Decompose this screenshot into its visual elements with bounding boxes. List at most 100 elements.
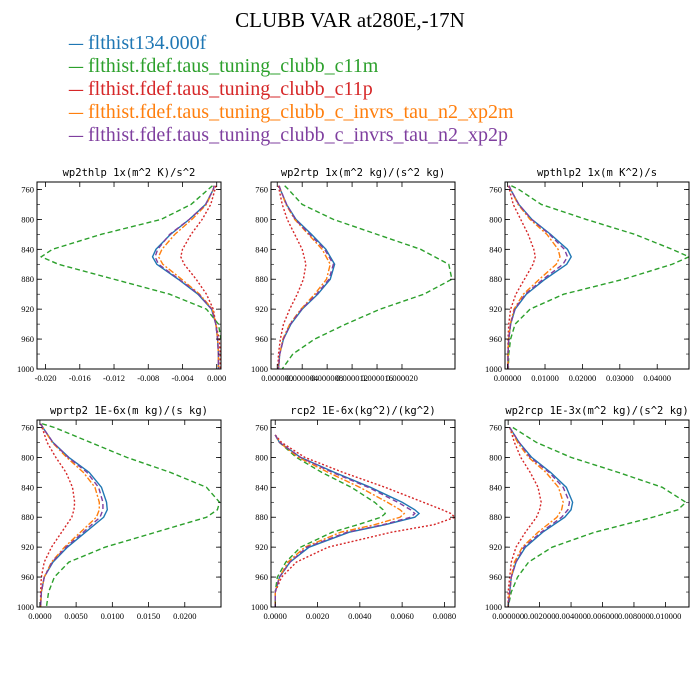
- y-tick-label: 800: [21, 452, 34, 462]
- series-line-2: [281, 185, 453, 369]
- plot-frame: [36, 419, 222, 608]
- series-line-5: [274, 434, 416, 607]
- x-tick-label: 0.03000: [606, 373, 634, 383]
- y-tick-label: 960: [21, 572, 34, 582]
- legend-swatch-icon: —: [68, 103, 84, 122]
- series-line-2: [507, 185, 689, 369]
- series-line-4: [157, 185, 220, 369]
- series-line-5: [507, 427, 571, 607]
- subplot-title: rcp2 1E-6x(kg^2)/(kg^2): [290, 405, 435, 417]
- x-tick-label: 0.002000: [524, 611, 556, 621]
- x-tick-label: 0.000: [207, 373, 226, 383]
- legend-label: flthist134.000f: [88, 32, 207, 54]
- x-tick-label: 0.000008: [311, 373, 343, 383]
- x-tick-label: -0.012: [103, 373, 125, 383]
- series-line-4: [507, 427, 564, 607]
- y-tick-label: 920: [489, 542, 502, 552]
- y-tick-label: 840: [21, 244, 34, 254]
- x-tick-label: 0.006000: [587, 611, 619, 621]
- x-tick-label: 0.0200: [173, 611, 196, 621]
- series-line-4: [274, 434, 406, 607]
- y-tick-label: 1000: [17, 364, 34, 374]
- y-tick-label: 880: [21, 274, 34, 284]
- subplot-title: wpthlp2 1x(m K^2)/s: [537, 167, 657, 179]
- series-line-3: [277, 185, 307, 369]
- series-line-5: [507, 185, 569, 369]
- plot-frame: [270, 181, 456, 370]
- x-tick-label: 0.008000: [618, 611, 650, 621]
- series-line-1: [151, 185, 220, 369]
- y-tick-label: 880: [255, 512, 268, 522]
- y-tick-label: 960: [255, 334, 268, 344]
- y-tick-label: 800: [255, 452, 268, 462]
- subplot-6: wp2rcp 1E-3x(m^2 kg)/(s^2 kg)760 800 840 88…: [485, 405, 690, 621]
- legend-label: flthist.fdef.taus_tuning_clubb_c_invrs_t…: [88, 101, 514, 123]
- x-tick-label: 0.000004: [286, 373, 319, 383]
- subplot-title: wprtp2 1E-6x(m kg)/(s kg): [50, 405, 208, 417]
- legend-label: flthist.fdef.taus_tuning_clubb_c_invrs_t…: [88, 124, 508, 146]
- legend-swatch-icon: —: [68, 126, 84, 145]
- series-line-2: [507, 426, 687, 607]
- legend: — flthist134.000f — flthist.fdef.taus_tuni…: [68, 32, 514, 147]
- y-tick-label: 840: [21, 482, 34, 492]
- subplot-title: wp2thlp 1x(m^2 K)/s^2: [63, 167, 196, 179]
- subplot-1: wp2thlp 1x(m^2 K)/s^2 760 800 840 880 920 960 1…: [17, 167, 226, 383]
- series-line-3: [39, 423, 76, 607]
- subplot-title: wp2rtp 1x(m^2 kg)/(s^2 kg): [281, 167, 445, 179]
- legend-swatch-icon: —: [68, 57, 84, 76]
- series-line-1: [274, 434, 421, 607]
- y-tick-label: 1000: [485, 602, 502, 612]
- series-line-5: [154, 185, 220, 369]
- x-tick-label: 0.01000: [531, 373, 559, 383]
- x-tick-label: 0.004000: [555, 611, 587, 621]
- y-tick-label: 920: [255, 542, 268, 552]
- y-tick-label: 920: [21, 304, 34, 314]
- x-tick-label: 0.000000: [492, 611, 524, 621]
- series-line-1: [277, 185, 336, 369]
- y-tick-label: 920: [21, 542, 34, 552]
- series-line-5: [277, 185, 335, 369]
- legend-item: — flthist.fdef.taus_tuning_clubb_c_invrs_…: [68, 124, 514, 147]
- x-tick-label: -0.020: [35, 373, 57, 383]
- y-tick-label: 1000: [17, 602, 34, 612]
- subplot-3: wpthlp2 1x(m K^2)/s 760 800 840 880 920 960 100…: [485, 167, 690, 383]
- subplot-2: wp2rtp 1x(m^2 kg)/(s^2 kg) 760 800 840 880 92…: [251, 167, 456, 383]
- x-tick-label: -0.008: [137, 373, 159, 383]
- y-tick-label: 800: [21, 214, 34, 224]
- series-line-2: [41, 423, 221, 607]
- subplot-5: rcp2 1E-6x(kg^2)/(kg^2) 760 800 840 880 920 96…: [251, 405, 456, 621]
- series-line-3: [180, 185, 221, 369]
- x-tick-label: 0.0100: [101, 611, 124, 621]
- series-line-3: [507, 185, 537, 369]
- x-tick-label: 0.0000: [28, 611, 51, 621]
- series-line-3: [507, 427, 542, 607]
- legend-item: — flthist.fdef.taus_tuning_clubb_c11m: [68, 55, 514, 78]
- legend-label: flthist.fdef.taus_tuning_clubb_c11p: [88, 78, 373, 100]
- subplot-title: wp2rcp 1E-3x(m^2 kg)/(s^2 kg): [505, 405, 688, 417]
- series-line-3: [274, 434, 455, 607]
- y-tick-label: 840: [489, 482, 502, 492]
- plot-frame: [504, 419, 690, 608]
- y-tick-label: 760: [21, 422, 34, 432]
- y-tick-label: 960: [489, 572, 502, 582]
- x-tick-label: 0.02000: [569, 373, 597, 383]
- y-tick-label: 1000: [251, 364, 268, 374]
- x-tick-label: 0.0000: [264, 611, 287, 621]
- legend-label: flthist.fdef.taus_tuning_clubb_c11m: [88, 55, 379, 77]
- y-tick-label: 880: [489, 274, 502, 284]
- plot-frame: [270, 419, 456, 608]
- subplot-4: wprtp2 1E-6x(m kg)/(s kg) 760 800 840 880 920…: [17, 405, 222, 621]
- legend-swatch-icon: —: [68, 34, 84, 53]
- legend-item: — flthist.fdef.taus_tuning_clubb_c11p: [68, 78, 514, 101]
- y-tick-label: 880: [489, 512, 502, 522]
- x-tick-label: 0.04000: [643, 373, 671, 383]
- x-tick-label: 0.000020: [386, 373, 418, 383]
- x-tick-label: -0.004: [172, 373, 195, 383]
- x-tick-label: 0.010000: [649, 611, 681, 621]
- y-tick-label: 1000: [251, 602, 268, 612]
- y-tick-label: 760: [255, 184, 268, 194]
- x-tick-label: 0.000000: [261, 373, 293, 383]
- y-tick-label: 840: [255, 244, 268, 254]
- series-line-4: [507, 185, 561, 369]
- y-tick-label: 760: [489, 422, 502, 432]
